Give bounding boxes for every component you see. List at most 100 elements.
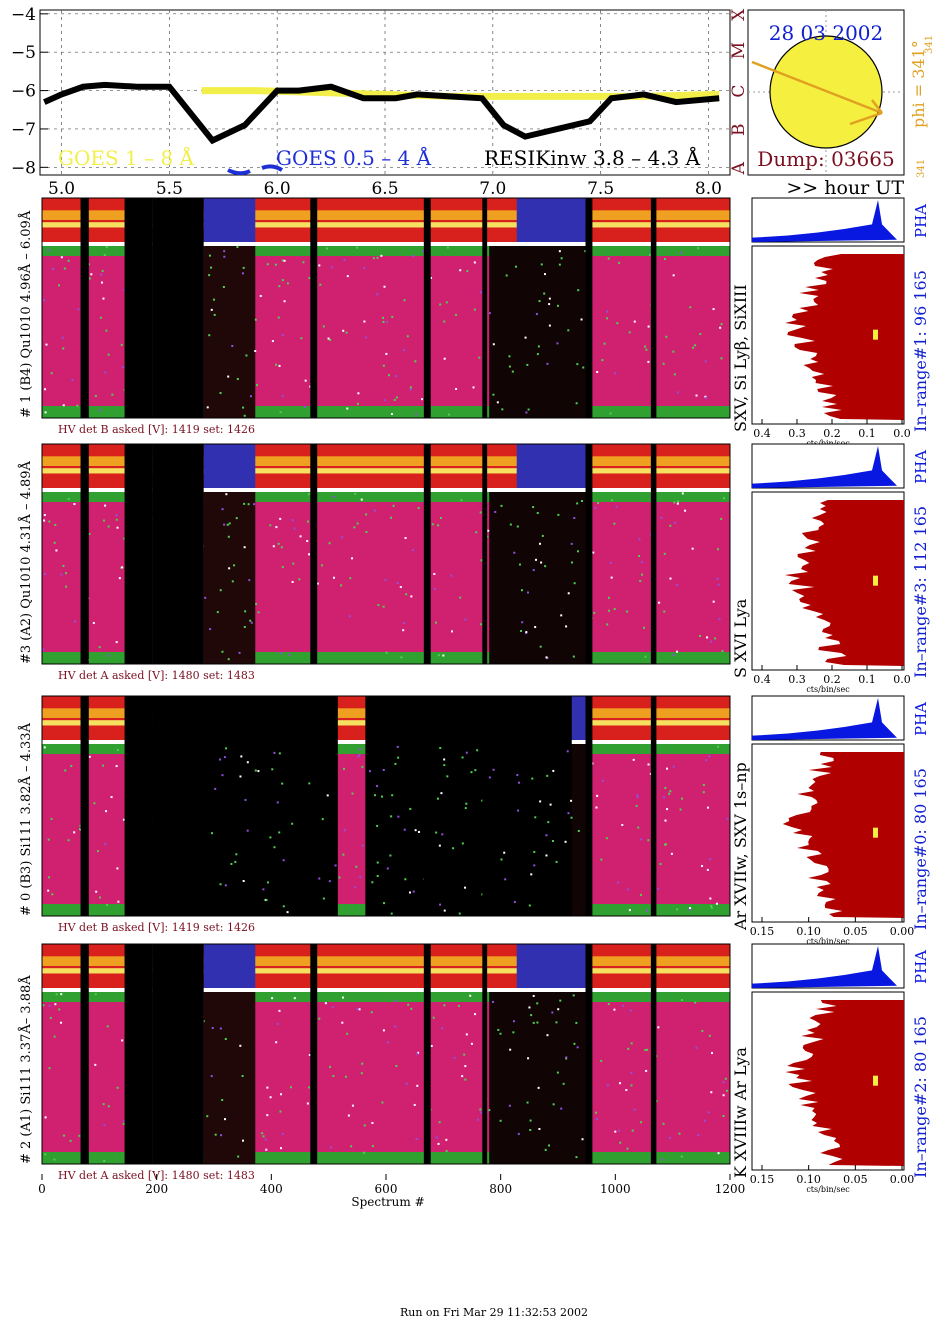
profile-x-tick: 0.00 xyxy=(890,925,915,938)
goes-0-5-4-series-line xyxy=(227,164,284,175)
goes-x-tick-label: 6.5 xyxy=(371,179,398,199)
pha-label: PHA xyxy=(912,450,930,484)
goes-class-label: X xyxy=(729,8,749,21)
in-range-label: In–range#1: 96 165 xyxy=(911,270,930,432)
data-gap xyxy=(423,198,431,418)
data-gap xyxy=(80,444,89,664)
data-gap xyxy=(585,944,593,1164)
data-gap xyxy=(124,944,153,1164)
data-gap xyxy=(152,696,204,916)
hv-setting: HV det B asked [V]: 1419 set: 1426 xyxy=(58,423,255,436)
profile-x-tick: 0.0 xyxy=(893,673,911,686)
in-range-label: In–range#0: 80 165 xyxy=(911,768,930,930)
spectrum-x-tick: 600 xyxy=(375,1182,398,1196)
profile-x-tick: 0.15 xyxy=(750,925,775,938)
profile-x-tick: 0.10 xyxy=(796,925,821,938)
spectrum-x-tick: 1200 xyxy=(715,1182,746,1196)
data-gap xyxy=(423,696,431,916)
data-gap xyxy=(650,696,657,916)
data-gap xyxy=(152,444,204,664)
detector-label: # 0 (B3) Si111 3.82Å – 4.33Å xyxy=(18,722,34,916)
data-gap xyxy=(650,198,657,418)
data-gap xyxy=(124,696,153,916)
ion-lines-label: K XVIIIw Ar Lya xyxy=(731,1047,750,1178)
marker xyxy=(873,827,878,838)
spectrum-profile xyxy=(785,254,904,420)
data-gap xyxy=(482,944,488,1164)
in-range-label: In–range#2: 80 165 xyxy=(911,1016,930,1178)
ion-lines-label: S XVI Lya xyxy=(731,598,750,678)
profile-x-tick: 0.4 xyxy=(753,427,771,440)
profile-x-tick: 0.0 xyxy=(893,427,911,440)
profile-x-tick: 0.1 xyxy=(858,427,876,440)
spectrum-x-tick: 200 xyxy=(145,1182,168,1196)
legend-resik: RESIKinw 3.8 – 4.3 Å xyxy=(484,145,701,170)
goes-class-label: M xyxy=(729,42,749,59)
phi-direction-line xyxy=(751,60,883,115)
data-gap xyxy=(124,444,153,664)
detector-label: #3 (A2) Qu1010 4.31Å – 4.89Å xyxy=(18,460,34,664)
legend-goes-1-8: GOES 1 – 8 Å xyxy=(58,145,195,170)
spectrum-x-tick: 400 xyxy=(260,1182,283,1196)
profile-x-tick: 0.1 xyxy=(858,673,876,686)
data-gap xyxy=(152,944,204,1164)
goes-class-label: C xyxy=(729,85,749,98)
detector-label: # 2 (A1) Si111 3.37Å– 3.88Å xyxy=(18,975,34,1164)
profile-x-tick: 0.4 xyxy=(753,673,771,686)
hour-ut-label: >> hour UT xyxy=(786,177,904,199)
pha-histogram xyxy=(752,200,897,242)
data-gap xyxy=(152,198,204,418)
spectrum-profile xyxy=(784,500,904,666)
data-gap xyxy=(482,198,488,418)
data-gap xyxy=(80,696,89,916)
spectrum-x-tick: 0 xyxy=(38,1182,46,1196)
goes-gridlines xyxy=(40,10,730,175)
data-gap xyxy=(124,198,153,418)
detector-label: # 1 (B4) Qu1010 4.96Å – 6.09Å xyxy=(18,210,34,418)
data-gap xyxy=(310,696,318,916)
profile-x-unit: cts/bin/sec xyxy=(806,685,850,694)
goes-y-tick-label: −5 xyxy=(11,43,36,63)
profile-x-tick: 0.3 xyxy=(788,427,806,440)
data-gap xyxy=(585,198,593,418)
spectrum-axis-label: Spectrum # xyxy=(351,1195,424,1209)
data-gap xyxy=(423,444,431,664)
hv-setting: HV det B asked [V]: 1419 set: 1426 xyxy=(58,921,255,934)
profile-x-tick: 0.05 xyxy=(843,1173,868,1186)
spectra-panels: # 1 (B4) Qu1010 4.96Å – 6.09Å HV det B as… xyxy=(18,197,930,1196)
pha-label: PHA xyxy=(912,204,930,238)
spectrum-panel-1: #3 (A2) Qu1010 4.31Å – 4.89Å HV det A ask… xyxy=(18,443,930,694)
spectrum-panel-2: # 0 (B3) Si111 3.82Å – 4.33Å HV det B ask… xyxy=(18,695,930,946)
observation-date: 28 03 2002 xyxy=(769,21,884,45)
data-gap xyxy=(310,444,318,664)
goes-class-label: A xyxy=(729,161,749,175)
spectrum-x-tick: 800 xyxy=(489,1182,512,1196)
legend-goes-0-5-4: GOES 0.5 – 4 Å xyxy=(276,145,432,170)
goes-flare-classes: X M C B A xyxy=(729,8,749,175)
goes-y-ticks: −4 −5 −6 −7 −8 xyxy=(11,5,48,178)
profile-x-tick: 0.2 xyxy=(823,673,841,686)
profile-x-tick: 0.15 xyxy=(750,1173,775,1186)
hv-setting: HV det A asked [V]: 1480 set: 1483 xyxy=(58,669,255,682)
data-gap xyxy=(482,444,488,664)
marker xyxy=(873,575,878,586)
goes-y-tick-label: −6 xyxy=(11,82,36,102)
profile-x-tick: 0.05 xyxy=(843,925,868,938)
goes-x-tick-label: 8.0 xyxy=(695,179,722,199)
sun-orientation-panel: 28 03 2002 Dump: 03665 phi = 341° 341 34… xyxy=(747,9,935,178)
spectrum-profile xyxy=(785,1000,904,1166)
pha-histogram xyxy=(752,446,897,488)
profile-x-tick: 0.00 xyxy=(890,1173,915,1186)
spectrum-x-tick: 1000 xyxy=(600,1182,631,1196)
data-gap xyxy=(80,198,89,418)
ion-lines-label: Ar XVIIw, SXV 1s–np xyxy=(731,762,750,931)
ion-lines-label: SXV, Si Lyβ, SiXIII xyxy=(731,284,750,432)
goes-y-tick-label: −7 xyxy=(11,120,36,140)
profile-x-unit: cts/bin/sec xyxy=(806,937,850,946)
goes-y-tick-label: −8 xyxy=(11,158,36,178)
profile-x-tick: 0.3 xyxy=(788,673,806,686)
in-range-label: In–range#3: 112 165 xyxy=(911,506,930,678)
goes-x-tick-label: 5.5 xyxy=(156,179,183,199)
marker xyxy=(873,1075,878,1086)
data-gap xyxy=(423,944,431,1164)
